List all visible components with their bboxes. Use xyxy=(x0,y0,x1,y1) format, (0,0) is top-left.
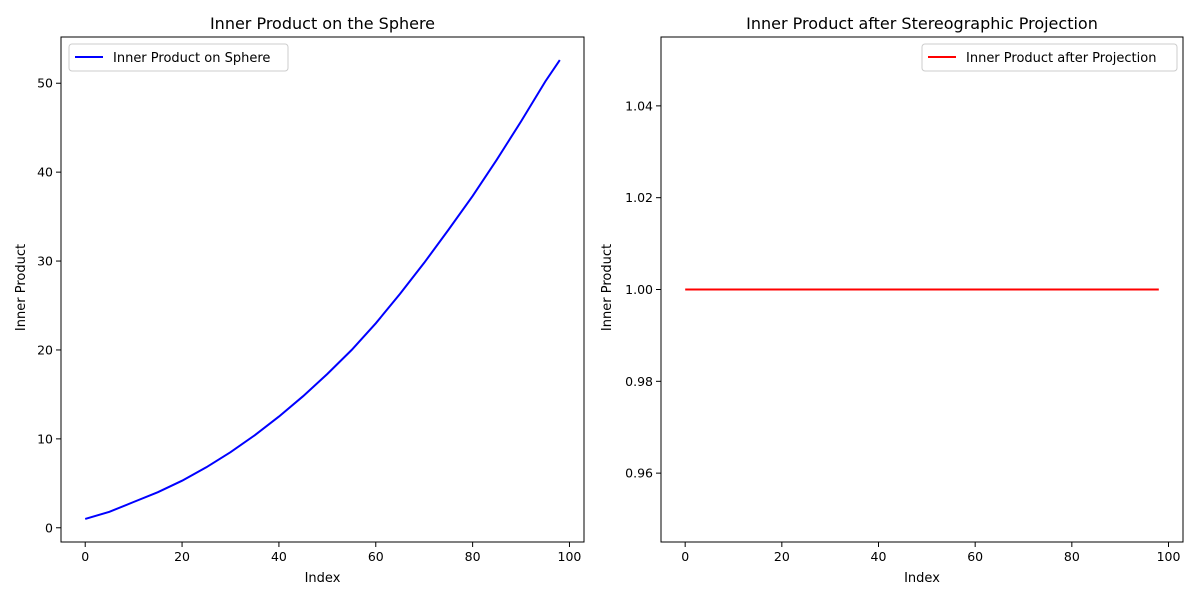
y-tick-label: 20 xyxy=(37,342,53,357)
legend-box xyxy=(68,43,289,72)
x-tick-label: 20 xyxy=(774,549,790,564)
x-tick-label: 0 xyxy=(681,549,689,564)
x-tick-label: 100 xyxy=(558,549,582,564)
axes-frame xyxy=(60,36,585,543)
x-tick-label: 0 xyxy=(81,549,89,564)
y-tick-label: 10 xyxy=(37,431,53,446)
chart-title: Inner Product on the Sphere xyxy=(210,14,435,33)
y-tick-label: 0.98 xyxy=(625,374,653,389)
legend-entry-label: Inner Product on Sphere xyxy=(113,51,270,66)
legend: Inner Product on Sphere xyxy=(68,43,289,72)
x-tick-label: 80 xyxy=(465,549,481,564)
y-tick-label: 0 xyxy=(45,520,53,535)
series-line xyxy=(84,59,561,520)
chart-panel-right: Inner Product after Stereographic Projec… xyxy=(600,14,1184,586)
chart-panel-left: Inner Product on the Sphere 0 20 40 60 80 100… xyxy=(14,14,585,586)
y-tick-label: 1.04 xyxy=(625,98,653,113)
x-tick-label: 60 xyxy=(368,549,384,564)
y-axis-label: Inner Product xyxy=(600,244,615,331)
x-tick-label: 20 xyxy=(174,549,190,564)
legend-box xyxy=(921,43,1178,72)
y-tick-label: 0.96 xyxy=(625,466,653,481)
legend-entry-label: Inner Product after Projection xyxy=(966,51,1156,66)
x-axis-label: Index xyxy=(305,571,341,586)
y-tick-label: 1.02 xyxy=(625,190,653,205)
y-axis-label: Inner Product xyxy=(14,244,29,331)
plot-area: 0 20 40 60 80 100 0 10 20 30 40 50 xyxy=(37,36,585,564)
x-tick-label: 100 xyxy=(1157,549,1181,564)
x-axis-label: Index xyxy=(904,571,940,586)
legend: Inner Product after Projection xyxy=(921,43,1178,72)
x-tick-label: 40 xyxy=(871,549,887,564)
x-tick-label: 40 xyxy=(271,549,287,564)
y-tick-label: 50 xyxy=(37,76,53,91)
x-tick-label: 60 xyxy=(967,549,983,564)
plot-area: 0 20 40 60 80 100 0.96 0.98 1.00 1.02 1.04 xyxy=(625,36,1184,564)
y-tick-label: 30 xyxy=(37,254,53,269)
y-tick-label: 1.00 xyxy=(625,282,653,297)
y-tick-label: 40 xyxy=(37,165,53,180)
chart-title: Inner Product after Stereographic Projec… xyxy=(746,14,1098,33)
x-tick-label: 80 xyxy=(1064,549,1080,564)
